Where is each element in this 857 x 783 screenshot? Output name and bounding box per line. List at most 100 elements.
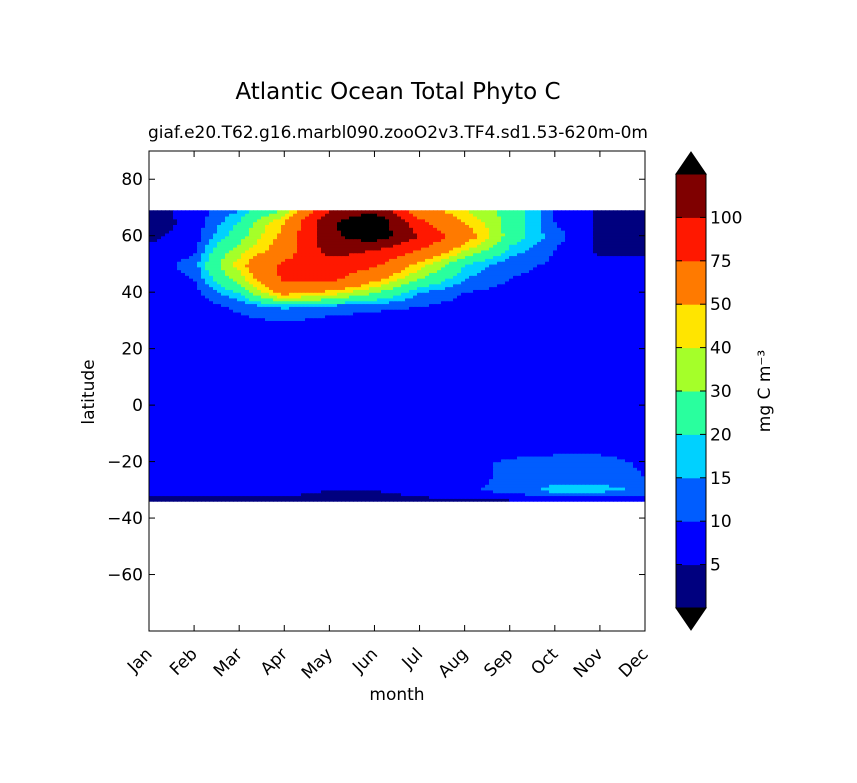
heatmap-cell bbox=[273, 470, 278, 474]
heatmap-cell bbox=[457, 464, 462, 468]
heatmap-cell bbox=[273, 441, 278, 446]
heatmap-cell bbox=[285, 458, 290, 463]
heatmap-cell bbox=[545, 475, 550, 480]
heatmap-cell bbox=[537, 487, 542, 491]
heatmap-cell bbox=[269, 430, 274, 434]
heatmap-cell bbox=[529, 410, 534, 415]
heatmap-cell bbox=[501, 489, 506, 494]
heatmap-cell bbox=[517, 489, 522, 494]
heatmap-cell bbox=[149, 455, 154, 460]
heatmap-cell bbox=[553, 436, 558, 440]
heatmap-cell bbox=[249, 430, 254, 434]
heatmap-cell bbox=[257, 484, 262, 488]
heatmap-cell bbox=[193, 416, 198, 420]
heatmap-cell bbox=[317, 436, 322, 440]
heatmap-cell bbox=[157, 436, 162, 440]
heatmap-cell bbox=[269, 410, 274, 415]
heatmap-cell bbox=[277, 467, 282, 471]
heatmap-cell bbox=[261, 478, 266, 482]
heatmap-cell bbox=[477, 475, 482, 480]
heatmap-cell bbox=[493, 419, 498, 423]
heatmap-cell bbox=[201, 441, 206, 446]
heatmap-cell bbox=[469, 467, 474, 471]
heatmap-cell bbox=[621, 416, 626, 420]
heatmap-cell bbox=[525, 433, 530, 437]
heatmap-cell bbox=[329, 470, 334, 474]
heatmap-cell bbox=[617, 467, 622, 471]
heatmap-cell bbox=[557, 441, 562, 446]
heatmap-cell bbox=[441, 467, 446, 471]
heatmap-cell bbox=[625, 455, 630, 460]
heatmap-cell bbox=[245, 405, 250, 409]
heatmap-cell bbox=[297, 467, 302, 471]
heatmap-cell bbox=[289, 484, 294, 488]
heatmap-cell bbox=[457, 439, 462, 443]
heatmap-cell bbox=[273, 410, 278, 415]
heatmap-cell bbox=[181, 427, 186, 432]
heatmap-cell bbox=[545, 487, 550, 491]
heatmap-cell bbox=[285, 444, 290, 449]
heatmap-cell bbox=[537, 424, 542, 429]
heatmap-cell bbox=[385, 470, 390, 474]
heatmap-cell bbox=[453, 487, 458, 491]
heatmap-cell bbox=[585, 481, 590, 485]
heatmap-cell bbox=[425, 433, 430, 437]
heatmap-cell bbox=[457, 498, 462, 502]
heatmap-cell bbox=[325, 424, 330, 429]
heatmap-cell bbox=[265, 419, 270, 423]
heatmap-cell bbox=[449, 472, 454, 477]
heatmap-cell bbox=[233, 472, 238, 477]
heatmap-cell bbox=[385, 427, 390, 432]
heatmap-cell bbox=[201, 439, 206, 443]
heatmap-cell bbox=[613, 489, 618, 494]
heatmap-cell bbox=[449, 458, 454, 463]
heatmap-cell bbox=[609, 407, 614, 412]
heatmap-cell bbox=[629, 484, 634, 488]
heatmap-cell bbox=[465, 489, 470, 494]
heatmap-cell bbox=[625, 422, 630, 426]
heatmap-cell bbox=[445, 450, 450, 454]
heatmap-cell bbox=[517, 407, 522, 412]
heatmap-cell bbox=[313, 455, 318, 460]
heatmap-cell bbox=[381, 433, 386, 437]
heatmap-cell bbox=[225, 484, 230, 488]
heatmap-cell bbox=[349, 458, 354, 463]
heatmap-cell bbox=[473, 470, 478, 474]
heatmap-cell bbox=[245, 461, 250, 466]
heatmap-cell bbox=[501, 407, 506, 412]
heatmap-cell bbox=[253, 464, 258, 468]
heatmap-cell bbox=[401, 444, 406, 449]
heatmap-cell bbox=[473, 475, 478, 480]
heatmap-cell bbox=[581, 447, 586, 451]
heatmap-cell bbox=[501, 481, 506, 485]
heatmap-cell bbox=[349, 424, 354, 429]
heatmap-cell bbox=[301, 405, 306, 409]
heatmap-cell bbox=[509, 453, 514, 457]
heatmap-cell bbox=[169, 441, 174, 446]
heatmap-cell bbox=[477, 439, 482, 443]
heatmap-cell bbox=[489, 464, 494, 468]
heatmap-cell bbox=[361, 481, 366, 485]
heatmap-cell bbox=[205, 441, 210, 446]
heatmap-cell bbox=[229, 416, 234, 420]
heatmap-cell bbox=[629, 464, 634, 468]
heatmap-cell bbox=[373, 433, 378, 437]
heatmap-cell bbox=[389, 410, 394, 415]
heatmap-cell bbox=[297, 481, 302, 485]
heatmap-cell bbox=[265, 407, 270, 412]
heatmap-cell bbox=[309, 441, 314, 446]
heatmap-cell bbox=[625, 467, 630, 471]
heatmap-cell bbox=[593, 475, 598, 480]
heatmap-cell bbox=[185, 487, 190, 491]
heatmap-cell bbox=[641, 498, 645, 502]
heatmap-cell bbox=[429, 453, 434, 457]
heatmap-cell bbox=[209, 413, 214, 418]
heatmap-cell bbox=[337, 444, 342, 449]
heatmap-cell bbox=[269, 444, 274, 449]
heatmap-cell bbox=[249, 492, 254, 497]
heatmap-cell bbox=[581, 444, 586, 449]
heatmap-cell bbox=[193, 433, 198, 437]
heatmap-cell bbox=[485, 464, 490, 468]
heatmap-cell bbox=[425, 436, 430, 440]
heatmap-cell bbox=[449, 470, 454, 474]
